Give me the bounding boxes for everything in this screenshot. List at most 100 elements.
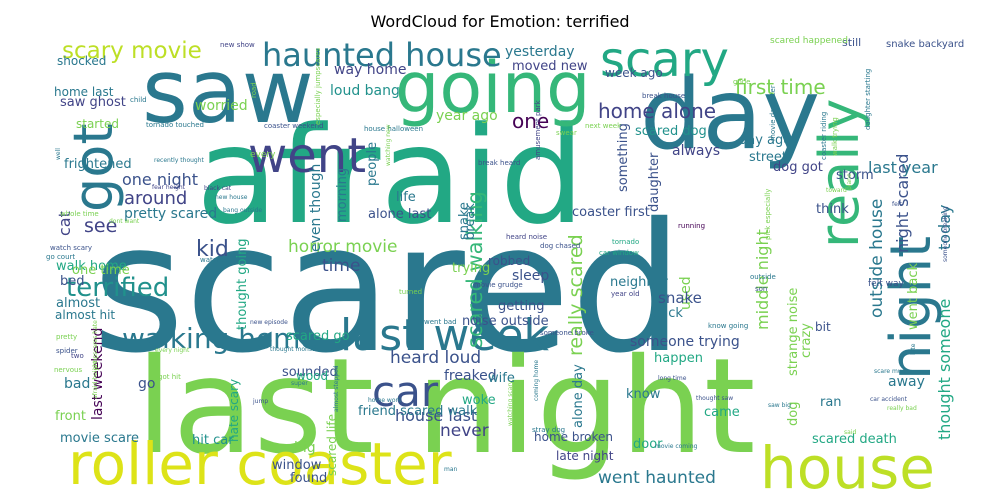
- word-scared-death: scared death: [812, 432, 897, 447]
- word-going: going: [395, 47, 591, 129]
- word-daughter-starting: daughter starting: [864, 69, 872, 130]
- word-almost-hit: almost hit: [55, 308, 115, 322]
- word-year-old: year old: [611, 290, 640, 298]
- word-big: big: [294, 440, 316, 456]
- word-worried: worried: [195, 98, 248, 114]
- word-really-scared: really scared: [565, 234, 587, 356]
- word-last-week: last week: [340, 310, 549, 361]
- word-saw-ghost: saw ghost: [60, 95, 126, 110]
- word-neighbor: neighbor: [610, 275, 669, 290]
- word-wife: wife: [488, 371, 515, 386]
- word-man: man: [444, 466, 458, 473]
- word-roller-coaster: roller coaster: [68, 430, 452, 498]
- word-snake: snake: [457, 202, 472, 240]
- word-pretty-scared: pretty scared: [124, 206, 217, 222]
- word-afraid-height: afraid height: [92, 360, 99, 399]
- word-haunted-house: haunted house: [262, 36, 502, 74]
- word-day-ago: day ago: [739, 133, 791, 148]
- word-freaked: freaked: [444, 368, 497, 384]
- word-someone-breaking: someone breaking: [942, 206, 949, 262]
- word-never: never: [440, 421, 489, 441]
- word-dog-chased: dog chased: [540, 242, 580, 250]
- word-trying: trying: [452, 261, 490, 276]
- word-day: day: [640, 58, 820, 172]
- word-someone-broke: someone broke: [540, 329, 594, 337]
- word-walk-trying: walk trying: [831, 117, 839, 156]
- word-dog-got: dog got: [773, 160, 823, 175]
- word-walk-home: walk home: [56, 259, 127, 274]
- word-started: started: [76, 117, 119, 131]
- word-scared-dog: scared dog: [635, 124, 707, 139]
- word-coming-home: coming home: [533, 360, 540, 401]
- word-scared: scared: [92, 185, 683, 392]
- word-black-cat: black cat: [204, 185, 232, 192]
- word-scared-walking: scared walking: [463, 191, 487, 348]
- word-saw-big: saw big: [768, 402, 791, 409]
- word-road: road: [250, 82, 258, 98]
- word-car-window: car window: [599, 249, 639, 257]
- word-last-year: last year: [868, 158, 938, 177]
- word-movie-scare: movie scare: [60, 431, 139, 446]
- word-home-work: home work: [368, 397, 402, 404]
- word-life: life: [396, 190, 416, 205]
- word-plane: plane: [846, 173, 853, 190]
- word-came: came: [704, 405, 740, 420]
- word-home-alone: home alone: [598, 99, 716, 123]
- word-afraid: afraid: [196, 98, 585, 254]
- word-hate-scary: hate scary: [227, 379, 241, 442]
- word-home-broken: home broken: [534, 430, 613, 444]
- word-pick-especially: pick especially: [764, 189, 772, 240]
- word-jumpscares-hate: jumpscares hate: [92, 320, 99, 371]
- word-son: son: [755, 285, 767, 293]
- word-late: late: [910, 343, 917, 355]
- word-sleep: sleep: [512, 268, 549, 284]
- word-house-last: house last: [395, 406, 477, 425]
- word-someone-trying: someone trying: [630, 334, 740, 350]
- word-went-back: went back: [906, 263, 921, 330]
- word-way-home: way home: [334, 62, 406, 78]
- word-late-night: late night: [556, 449, 614, 463]
- word-car-accident: car accident: [870, 396, 908, 403]
- word-house-halloween: house halloween: [364, 125, 423, 133]
- word-said: said: [844, 429, 856, 436]
- word-watch-scary: watch scary: [50, 244, 92, 252]
- word-especially-jumpscares: especially jumpscares: [314, 47, 322, 125]
- word-tornado-touched: tornado touched: [146, 121, 204, 129]
- word-scary-movie: scary movie: [62, 38, 202, 64]
- word-thought-going: thought going: [235, 238, 250, 330]
- word-saw: saw: [142, 40, 314, 143]
- word-robbed: robbed: [488, 254, 530, 268]
- word-tornado: tornado: [612, 238, 639, 246]
- word-horror-movie: horror movie: [288, 237, 397, 257]
- word-movie-daughter: movie daughter: [769, 85, 777, 141]
- word-really: really: [808, 99, 871, 248]
- word-went-bad: went bad: [424, 318, 457, 326]
- word-toward: toward: [826, 187, 847, 194]
- word-always: always: [672, 143, 720, 159]
- word-whole-time: whole time: [60, 210, 99, 218]
- word-scared-happened: scared happened: [770, 36, 848, 46]
- word-night: night: [879, 236, 944, 380]
- word-scared-go: scared go: [286, 329, 350, 344]
- word-alone-last: alone last: [368, 207, 431, 222]
- word-ran: ran: [820, 395, 842, 410]
- word-one: one: [512, 109, 549, 133]
- word-recently-thought: recently thought: [154, 157, 205, 164]
- word-running: running: [678, 222, 705, 230]
- word-daughter: daughter: [647, 152, 662, 212]
- word-week-ago: week ago: [605, 66, 663, 80]
- word-last-weekend: last weekend: [90, 328, 106, 420]
- word-terrified: terrified: [66, 273, 169, 303]
- word-every: every: [250, 150, 276, 160]
- word-go: go: [138, 376, 155, 392]
- word-felt-way: felt way: [868, 279, 904, 289]
- word-heard-loud: heard loud: [390, 348, 481, 368]
- word-coaster-riding: coaster riding: [820, 112, 828, 160]
- word-car: car: [372, 367, 439, 416]
- word-know-going: know going: [708, 322, 748, 330]
- word-woke: woke: [462, 393, 496, 408]
- word-turned: turned: [399, 288, 422, 296]
- word-got-hit: got hit: [158, 373, 181, 381]
- word-back: back: [652, 306, 683, 321]
